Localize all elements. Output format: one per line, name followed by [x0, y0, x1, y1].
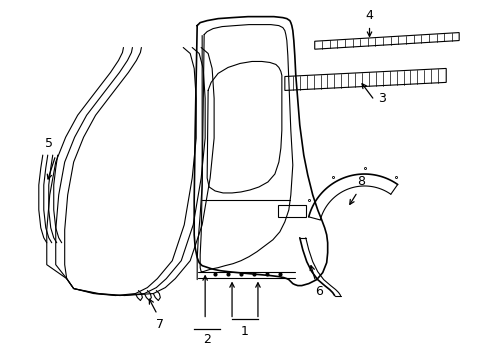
Text: 4: 4	[365, 9, 373, 22]
Polygon shape	[285, 68, 446, 90]
Bar	[277, 205, 305, 217]
Polygon shape	[314, 32, 458, 49]
Text: 2: 2	[203, 333, 211, 346]
Text: 8: 8	[357, 175, 365, 189]
Text: 7: 7	[156, 318, 164, 331]
Text: 6: 6	[314, 285, 322, 298]
Text: 5: 5	[45, 137, 53, 150]
Text: 3: 3	[378, 92, 386, 105]
Text: 1: 1	[241, 325, 248, 338]
